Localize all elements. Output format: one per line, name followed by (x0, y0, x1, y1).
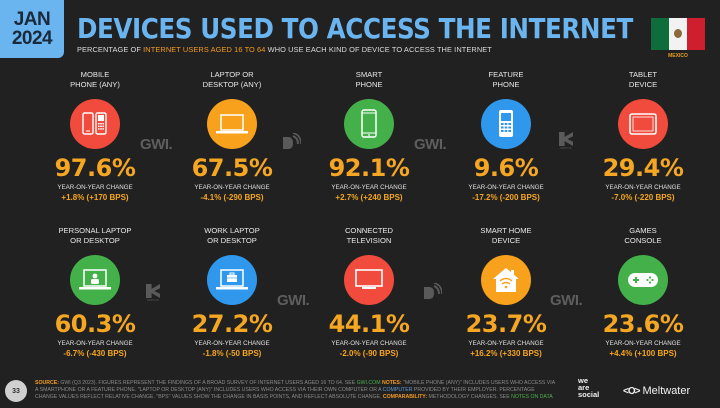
we-are-social-logo: we are social (578, 376, 600, 399)
notes-text-2: PROVIDED BY THEIR EMPLOYER. PERCENTAGE C… (35, 387, 535, 401)
gwi-watermark: GWI. (140, 136, 173, 153)
yoy-label: YEAR-ON-YEAR CHANGE (331, 184, 407, 191)
date-month: JAN (13, 9, 51, 30)
device-value: 97.6% (54, 154, 136, 182)
gamepad-icon (618, 255, 668, 305)
work-laptop-icon (207, 255, 257, 305)
device-label: SMART PHONE (355, 70, 383, 89)
gwi-watermark: GWI. (550, 292, 583, 309)
yoy-label: YEAR-ON-YEAR CHANGE (57, 340, 133, 347)
yoy-label: YEAR-ON-YEAR CHANGE (194, 340, 270, 347)
yoy-change: -4.1% (-290 BPS) (200, 193, 264, 202)
mobile-phones-icon (70, 99, 120, 149)
yoy-label: YEAR-ON-YEAR CHANGE (468, 340, 544, 347)
page-title: DEVICES USED TO ACCESS THE INTERNET (77, 12, 633, 45)
gwi-link[interactable]: GWI.COM (356, 380, 381, 386)
notes-label: NOTES: (380, 380, 402, 386)
device-card-smart-home: SMART HOME DEVICE 23.7% YEAR-ON-YEAR CHAN… (441, 226, 571, 358)
page-number: 33 (5, 380, 27, 402)
yoy-change: +4.4% (+100 BPS) (609, 349, 677, 358)
comparability-text: METHODOLOGY CHANGES. SEE (427, 394, 512, 401)
personal-laptop-icon (70, 255, 120, 305)
device-label: MOBILE PHONE (ANY) (70, 70, 120, 89)
device-value: 92.1% (328, 154, 410, 182)
notes-on-data-link[interactable]: NOTES ON DATA (511, 394, 553, 401)
yoy-label: YEAR-ON-YEAR CHANGE (605, 340, 681, 347)
laptop-icon (207, 99, 257, 149)
device-label: GAMES CONSOLE (624, 226, 662, 245)
device-label: SMART HOME DEVICE (480, 226, 532, 245)
yoy-label: YEAR-ON-YEAR CHANGE (331, 340, 407, 347)
device-card-laptop-desktop: LAPTOP OR DESKTOP (ANY) 67.5% YEAR-ON-YEA… (167, 70, 297, 202)
yoy-change: -17.2% (-200 BPS) (472, 193, 540, 202)
meltwater-logo: <O> Meltwater (623, 385, 690, 397)
device-card-connected-tv: CONNECTED TELEVISION 44.1% YEAR-ON-YEAR C… (304, 226, 434, 358)
device-card-smart-phone: SMART PHONE 92.1% YEAR-ON-YEAR CHANGE +2.… (304, 70, 434, 202)
device-value: 23.6% (602, 310, 684, 338)
meltwater-symbol-icon: <O> (623, 385, 640, 397)
date-badge: JAN 2024 (0, 0, 64, 58)
kepios-logo-icon: KEPIOS (559, 132, 573, 150)
smartphone-icon (344, 99, 394, 149)
page-subtitle: PERCENTAGE OF INTERNET USERS AGED 16 TO … (77, 45, 492, 54)
device-label: LAPTOP OR DESKTOP (ANY) (202, 70, 262, 89)
yoy-change: -2.0% (-90 BPS) (339, 349, 399, 358)
device-card-work-laptop: WORK LAPTOP OR DESKTOP 27.2% YEAR-ON-YEAR… (167, 226, 297, 358)
yoy-label: YEAR-ON-YEAR CHANGE (57, 184, 133, 191)
device-value: 44.1% (328, 310, 410, 338)
datareportal-logo-icon (283, 133, 301, 149)
yoy-label: YEAR-ON-YEAR CHANGE (468, 184, 544, 191)
source-text: GWI (Q3 2023). FIGURES REPRESENT THE FIN… (58, 380, 357, 386)
yoy-label: YEAR-ON-YEAR CHANGE (605, 184, 681, 191)
kepios-logo-icon: KEPIOS (146, 284, 160, 302)
yoy-change: +16.2% (+330 BPS) (470, 349, 542, 358)
yoy-change: +1.8% (+170 BPS) (61, 193, 129, 202)
mexico-flag-icon (651, 18, 705, 50)
television-icon (344, 255, 394, 305)
source-label: SOURCE: (35, 380, 59, 386)
subtitle-highlight: INTERNET USERS AGED 16 TO 64 (143, 45, 266, 54)
device-value: 29.4% (602, 154, 684, 182)
smart-home-icon (481, 255, 531, 305)
device-label: PERSONAL LAPTOP OR DESKTOP (58, 226, 132, 245)
device-card-personal-laptop: PERSONAL LAPTOP OR DESKTOP 60.3% YEAR-ON-… (30, 226, 160, 358)
device-value: 23.7% (465, 310, 547, 338)
meltwater-wordmark: Meltwater (642, 385, 691, 397)
gwi-watermark: GWI. (277, 292, 310, 309)
notes-highlight: COMPUTER (382, 387, 413, 394)
device-card-games-console: GAMES CONSOLE 23.6% YEAR-ON-YEAR CHANGE +… (578, 226, 708, 358)
datareportal-logo-icon (424, 283, 442, 299)
subtitle-text-end: WHO USE EACH KIND OF DEVICE TO ACCESS TH… (265, 45, 492, 54)
yoy-change: +2.7% (+240 BPS) (335, 193, 403, 202)
subtitle-text: PERCENTAGE OF (77, 45, 144, 54)
device-value: 9.6% (473, 154, 539, 182)
device-card-mobile-phone: MOBILE PHONE (ANY) 97.6% YEAR-ON-YEAR CHA… (30, 70, 160, 202)
country-label: MEXICO (668, 53, 688, 59)
notes-text: "MOBILE PHONE (ANY)" INCLUDES USERS WHO … (35, 380, 555, 394)
comparability-label: COMPARABILITY: (382, 394, 428, 401)
yoy-change: -6.7% (-430 BPS) (63, 349, 127, 358)
device-label: TABLET DEVICE (628, 70, 658, 89)
device-label: CONNECTED TELEVISION (344, 226, 394, 245)
date-year: 2024 (11, 28, 53, 49)
yoy-change: -7.0% (-220 BPS) (611, 193, 675, 202)
device-card-tablet: TABLET DEVICE 29.4% YEAR-ON-YEAR CHANGE -… (578, 70, 708, 202)
device-label: FEATURE PHONE (488, 70, 524, 89)
device-value: 60.3% (54, 310, 136, 338)
device-card-feature-phone: FEATURE PHONE 9.6% YEAR-ON-YEAR CHANGE -1… (441, 70, 571, 202)
device-value: 27.2% (191, 310, 273, 338)
yoy-change: -1.8% (-50 BPS) (202, 349, 262, 358)
yoy-label: YEAR-ON-YEAR CHANGE (194, 184, 270, 191)
device-value: 67.5% (191, 154, 273, 182)
tablet-icon (618, 99, 668, 149)
gwi-watermark: GWI. (414, 136, 447, 153)
feature-phone-icon (481, 99, 531, 149)
source-notes: SOURCE: GWI (Q3 2023). FIGURES REPRESENT… (35, 380, 555, 402)
device-label: WORK LAPTOP OR DESKTOP (204, 226, 260, 245)
